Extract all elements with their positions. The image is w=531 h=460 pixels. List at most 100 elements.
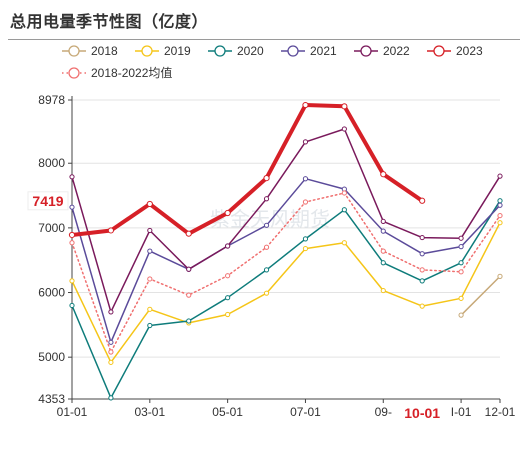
series-2019-point-6 — [302, 245, 309, 252]
x-highlight-backdrop — [400, 403, 445, 421]
series-2020-point-7 — [341, 207, 347, 213]
series-2022-point-8 — [380, 218, 386, 225]
series-2022-point-1 — [108, 309, 114, 315]
series-2021-point-0 — [69, 204, 75, 210]
series-2022-point-10 — [458, 235, 464, 241]
series-2019-line — [71, 221, 501, 364]
x-tick-label-4: 05-01 — [212, 405, 243, 419]
x-tick-label-8: 09- — [375, 405, 392, 419]
series-2019-point-11 — [497, 220, 503, 226]
series-2022-point-0 — [69, 174, 75, 180]
x-tick-label-6: 07-01 — [290, 405, 321, 419]
series-2019-point-10 — [458, 295, 464, 301]
series-2022-point-3 — [186, 266, 192, 272]
legend-2018-label: 2018 — [91, 44, 118, 58]
series-2022-point-7 — [341, 126, 347, 132]
series-2023-point-6 — [302, 101, 309, 109]
title-divider — [8, 39, 520, 40]
series-2020-point-11 — [497, 198, 503, 204]
series-2021-line — [71, 177, 501, 344]
y-tick-label-4353: 4353 — [38, 392, 65, 406]
series-lines — [68, 101, 503, 401]
series-2018-2022--point-3 — [186, 292, 192, 298]
tick-labels: 4353 5000 6000 7000 8000 8978 01-01 03-01 05-01 0… — [27, 93, 516, 421]
series-2018-2022--point-11 — [497, 212, 503, 219]
series-2018-2022--point-1 — [108, 349, 114, 355]
legend-2018-2022--swatch-marker — [68, 67, 80, 79]
series-2020-point-8 — [380, 260, 386, 266]
series-2018-2022--point-4 — [225, 273, 231, 279]
legend-2018-2022--label: 2018-2022均值 — [91, 65, 172, 80]
series-2023-point-2 — [146, 200, 153, 208]
series-2022-point-9 — [419, 234, 425, 241]
legend-2023-swatch-marker — [433, 45, 445, 57]
legend-2020-label: 2020 — [237, 44, 264, 58]
series-2020-point-2 — [147, 322, 153, 329]
series-2020-point-4 — [225, 295, 231, 301]
series-2023-point-5 — [263, 174, 270, 182]
series-2021-point-10 — [458, 244, 464, 250]
legend-2018-swatch-marker — [68, 45, 80, 57]
series-2019-point-0 — [69, 278, 75, 284]
legend-2022-swatch-marker — [360, 45, 372, 57]
series-2022-point-4 — [225, 243, 231, 249]
x-tick-label-2: 03-01 — [134, 405, 165, 419]
legend-2021-label: 2021 — [310, 44, 337, 58]
series-2021-point-2 — [147, 248, 153, 254]
series-2021-point-8 — [380, 228, 386, 234]
y-tick-label-8000: 8000 — [38, 156, 65, 170]
series-2022-point-2 — [147, 227, 153, 234]
series-2022-point-11 — [497, 173, 503, 179]
series-2018-2022--point-6 — [302, 199, 309, 205]
x-highlight-label: 10-01 — [404, 405, 440, 421]
series-2019-point-2 — [147, 306, 153, 312]
series-2018-2022--line — [71, 192, 501, 353]
series-2021-point-9 — [419, 251, 425, 257]
grid-lines — [72, 99, 500, 358]
series-2018-point-11 — [497, 273, 503, 279]
legend-2019-swatch-marker — [141, 45, 153, 57]
x-tick-label-10: I-01 — [451, 405, 472, 419]
legend-2019-label: 2019 — [164, 44, 191, 58]
series-2022-line — [71, 128, 501, 313]
series-2020-point-3 — [186, 318, 192, 324]
last-value-label: 7419 — [32, 193, 63, 209]
series-2023-point-7 — [341, 103, 348, 110]
series-2020-point-5 — [263, 267, 270, 273]
series-2021-point-5 — [263, 222, 270, 228]
series-2020-point-0 — [69, 302, 75, 309]
series-2020-point-10 — [458, 260, 464, 266]
series-2018-2022--point-2 — [147, 276, 153, 282]
series-2018-2022--point-8 — [380, 248, 386, 254]
series-2022-point-5 — [263, 196, 270, 202]
series-2022-point-6 — [302, 139, 309, 145]
series-2023-point-0 — [68, 231, 76, 239]
series-2021-point-6 — [302, 176, 309, 182]
series-2018-2022--point-5 — [263, 244, 270, 250]
series-2021-point-1 — [108, 339, 114, 345]
series-2019-point-4 — [225, 311, 231, 318]
x-tick-label-0: 01-01 — [57, 405, 88, 419]
series-2019-point-5 — [263, 290, 270, 296]
series-2018-point-10 — [458, 312, 464, 318]
series-2018-2022--point-7 — [341, 190, 347, 196]
series-2020-point-6 — [302, 236, 309, 242]
series-2018-line — [460, 275, 501, 316]
series-2020-point-1 — [108, 395, 114, 401]
last-value-badge — [27, 191, 69, 211]
y-tick-label-7000: 7000 — [38, 221, 65, 235]
series-2020-line — [71, 199, 501, 399]
series-2023-point-4 — [224, 209, 231, 217]
series-2018-2022--point-9 — [419, 267, 425, 273]
legend-2022-label: 2022 — [383, 44, 410, 58]
y-tick-label-6000: 6000 — [38, 286, 65, 300]
series-2019-point-9 — [419, 303, 425, 309]
y-tick-label-8978: 8978 — [38, 93, 65, 107]
chart-title: 总用电量季节性图（亿度） — [10, 12, 209, 31]
axes — [68, 96, 501, 403]
legend-2021-swatch-marker — [287, 45, 299, 57]
series-2023-point-3 — [185, 230, 192, 237]
series-2023-line — [70, 103, 425, 237]
legend-2023-label: 2023 — [456, 44, 483, 58]
